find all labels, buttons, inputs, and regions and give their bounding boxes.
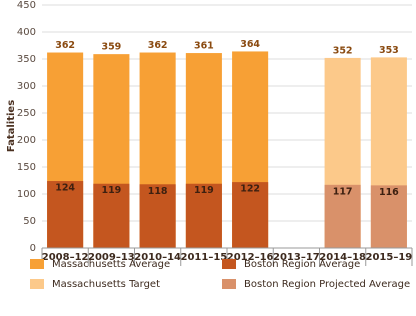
value-label: 364 — [240, 39, 260, 50]
value-label: 119 — [101, 185, 121, 196]
bar — [370, 185, 407, 248]
y-tick-label: 150 — [17, 162, 36, 173]
x-tick-label: 2008–12 — [42, 252, 89, 263]
x-tick-label: 2011–15 — [181, 252, 228, 263]
legend-swatch — [30, 259, 44, 269]
value-label: 116 — [379, 187, 399, 198]
value-label: 362 — [148, 40, 168, 51]
y-tick-label: 300 — [17, 81, 36, 92]
y-tick-label: 250 — [17, 108, 36, 119]
y-tick-label: 450 — [17, 0, 36, 11]
value-label: 362 — [55, 40, 75, 51]
bar — [139, 184, 176, 248]
bar — [232, 182, 269, 248]
y-axis-label: Fatalities — [6, 100, 17, 152]
legend-label: Massachusetts Average — [52, 259, 170, 270]
x-tick-label: 2014–18 — [319, 252, 366, 263]
x-tick-label: 2010–14 — [134, 252, 181, 263]
value-label: 361 — [194, 41, 214, 52]
legend-label: Massachusetts Target — [52, 279, 160, 290]
x-tick-label: 2013–17 — [273, 252, 320, 263]
value-label: 359 — [101, 42, 121, 53]
bar — [93, 183, 130, 248]
x-tick-label: 2015–19 — [366, 252, 413, 263]
legend-swatch — [222, 259, 236, 269]
value-label: 124 — [55, 183, 75, 194]
y-tick-label: 400 — [17, 27, 36, 38]
legend-label: Boston Region Average — [244, 259, 360, 270]
x-tick-label: 2012–16 — [227, 252, 274, 263]
bar — [185, 183, 222, 248]
y-tick-label: 0 — [30, 243, 36, 254]
y-tick-label: 100 — [17, 189, 36, 200]
y-tick-label: 50 — [23, 216, 36, 227]
value-label: 352 — [333, 45, 353, 56]
value-label: 122 — [240, 184, 260, 195]
x-tick-label: 2009–13 — [88, 252, 135, 263]
legend-label: Boston Region Projected Average — [244, 279, 410, 290]
value-label: 118 — [148, 186, 168, 197]
legend-swatch — [222, 279, 236, 289]
bar — [324, 184, 361, 248]
y-tick-label: 200 — [17, 135, 36, 146]
legend-swatch — [30, 279, 44, 289]
value-label: 353 — [379, 45, 399, 56]
value-label: 117 — [333, 186, 353, 197]
bar — [47, 181, 84, 248]
y-tick-label: 350 — [17, 54, 36, 65]
value-label: 119 — [194, 185, 214, 196]
